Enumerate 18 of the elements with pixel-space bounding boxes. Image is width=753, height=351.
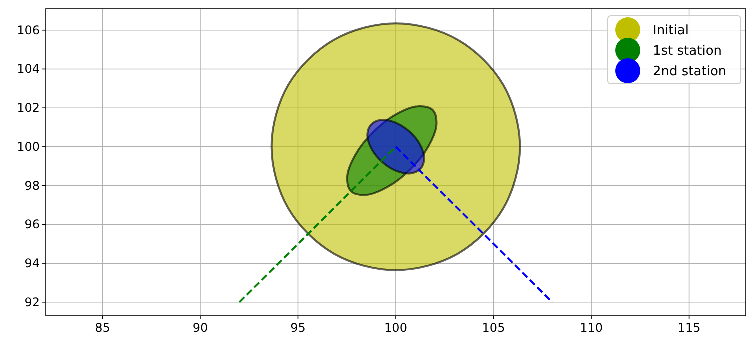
y-tick-label: 102	[17, 101, 40, 116]
y-tick-label: 106	[17, 23, 40, 38]
x-tick-label: 90	[192, 321, 208, 335]
x-tick-label: 85	[95, 321, 110, 335]
legend-label: 1st station	[653, 44, 722, 59]
legend-label: Initial	[653, 24, 689, 38]
y-tick-label: 98	[24, 178, 40, 193]
x-tick-label: 105	[482, 321, 506, 335]
x-tick-label: 100	[384, 321, 408, 335]
y-tick-label: 104	[17, 62, 40, 76]
y-tick-label: 94	[24, 256, 40, 271]
x-tick-label: 95	[290, 321, 306, 335]
y-tick-label: 92	[24, 295, 40, 310]
x-tick-label: 115	[678, 321, 701, 335]
legend-label: 2nd station	[653, 64, 727, 80]
y-tick-label: 96	[24, 218, 40, 232]
y-tick-label: 100	[17, 140, 40, 154]
x-tick-label: 110	[580, 321, 603, 335]
